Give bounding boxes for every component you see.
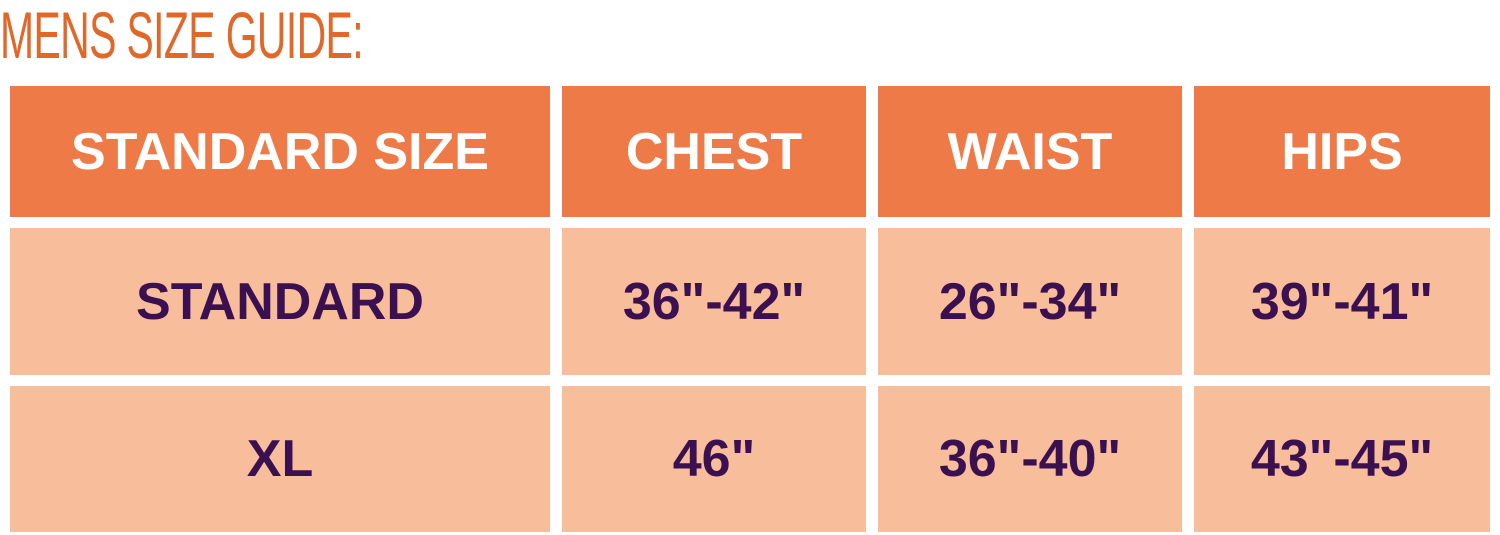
table-cell: 36"-40" xyxy=(878,386,1182,532)
table-cell: 46" xyxy=(562,386,866,532)
table-cell: 39"-41" xyxy=(1194,228,1490,375)
table-cell: 36"-42" xyxy=(562,228,866,375)
table-cell: 26"-34" xyxy=(878,228,1182,375)
page-title: MENS SIZE GUIDE: xyxy=(0,0,364,72)
table-cell: XL xyxy=(10,386,550,532)
table-cell: 43"-45" xyxy=(1194,386,1490,532)
table-cell: STANDARD xyxy=(10,228,550,375)
header-chest: CHEST xyxy=(562,86,866,217)
header-waist: WAIST xyxy=(878,86,1182,217)
header-standard-size: STANDARD SIZE xyxy=(10,86,550,217)
header-hips: HIPS xyxy=(1194,86,1490,217)
